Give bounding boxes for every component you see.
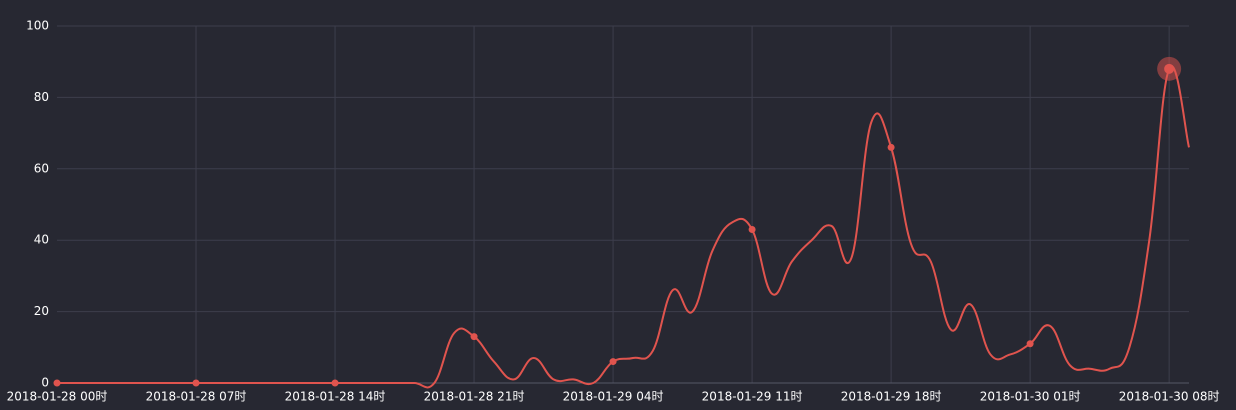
y-tick-label: 100	[26, 19, 49, 33]
data-point	[609, 358, 617, 366]
x-tick-label: 2018-01-29 04时	[563, 390, 664, 404]
y-tick-label: 40	[34, 233, 49, 247]
x-tick-label: 2018-01-28 21时	[424, 390, 525, 404]
x-tick-label: 2018-01-30 08时	[1119, 390, 1220, 404]
x-tick-label: 2018-01-29 11时	[702, 390, 803, 404]
data-point	[470, 333, 478, 341]
y-tick-label: 0	[41, 376, 49, 390]
y-tick-label: 80	[34, 90, 49, 104]
data-point	[748, 225, 756, 233]
x-tick-label: 2018-01-29 18时	[841, 390, 942, 404]
data-point	[192, 379, 200, 387]
data-point	[53, 379, 61, 387]
x-tick-label: 2018-01-30 01时	[980, 390, 1081, 404]
data-point	[887, 143, 895, 151]
y-tick-label: 20	[34, 304, 49, 318]
x-tick-label: 2018-01-28 14时	[285, 390, 386, 404]
x-tick-label: 2018-01-28 07时	[146, 390, 247, 404]
data-line	[57, 65, 1190, 389]
y-tick-label: 60	[34, 161, 49, 175]
data-point	[1164, 63, 1175, 74]
data-point	[331, 379, 339, 387]
data-point	[1026, 340, 1034, 348]
x-tick-label: 2018-01-28 00时	[7, 390, 108, 404]
